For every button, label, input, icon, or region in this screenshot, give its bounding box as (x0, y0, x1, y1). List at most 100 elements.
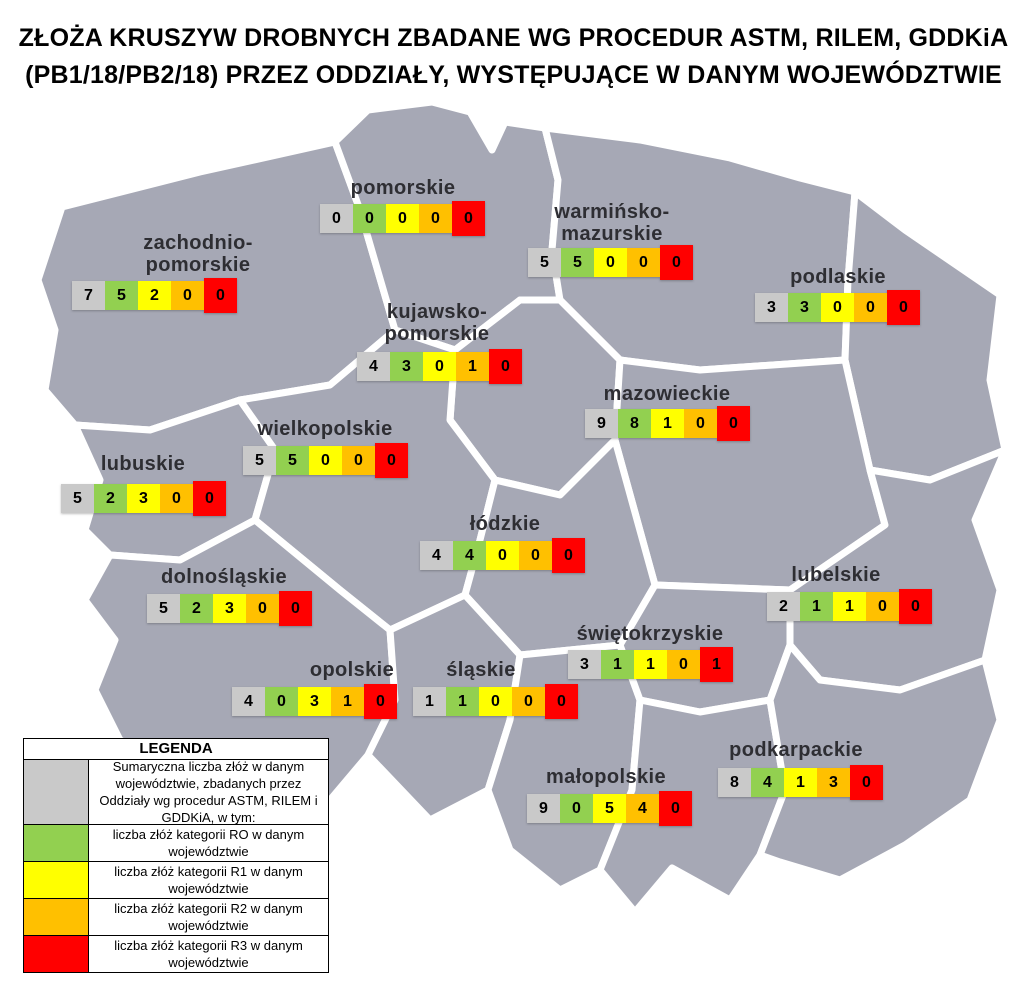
region-values-opolskie: 4 0 3 1 0 (232, 684, 397, 719)
legend-label-r1: liczba złóż kategorii R1 w danym wojewód… (114, 864, 303, 896)
value-r1: 3 (127, 484, 160, 513)
value-total: 3 (755, 293, 788, 322)
region-values-podkarpackie: 8 4 1 3 0 (718, 765, 883, 800)
value-r3: 1 (700, 647, 733, 682)
value-total: 4 (420, 541, 453, 570)
region-label-slaskie: śląskie (446, 659, 516, 681)
region-values-dolnoslaskie: 5 2 3 0 0 (147, 591, 312, 626)
legend-row-total: Sumaryczna liczba złóż w danym województ… (24, 759, 328, 825)
value-total: 7 (72, 281, 105, 310)
value-r1: 0 (309, 446, 342, 475)
value-r1: 0 (594, 248, 627, 277)
map-region-malopolskie (596, 696, 789, 916)
value-r0: 5 (276, 446, 309, 475)
region-values-kujawsko-pomorskie: 4 3 0 1 0 (357, 349, 522, 384)
value-r2: 0 (866, 592, 899, 621)
value-r3: 0 (899, 589, 932, 624)
value-total: 8 (718, 768, 751, 797)
region-label-malopolskie: małopolskie (546, 766, 666, 788)
value-r0: 5 (561, 248, 594, 277)
region-values-pomorskie: 0 0 0 0 0 (320, 201, 485, 236)
value-r1: 2 (138, 281, 171, 310)
value-r0: 3 (788, 293, 821, 322)
value-r3: 0 (850, 765, 883, 800)
value-r2: 0 (667, 650, 700, 679)
legend-row-r1: liczba złóż kategorii R1 w danym wojewód… (24, 862, 328, 899)
value-total: 5 (528, 248, 561, 277)
value-r1: 1 (651, 409, 684, 438)
value-r2: 0 (171, 281, 204, 310)
value-r2: 0 (519, 541, 552, 570)
region-label-mazowieckie: mazowieckie (603, 383, 731, 405)
value-total: 9 (585, 409, 618, 438)
region-values-zachodniopomorskie: 7 5 2 0 0 (72, 278, 237, 313)
value-r2: 4 (626, 794, 659, 823)
region-values-mazowieckie: 9 8 1 0 0 (585, 406, 750, 441)
value-r2: 1 (456, 352, 489, 381)
value-r0: 4 (751, 768, 784, 797)
region-values-wielkopolskie: 5 5 0 0 0 (243, 443, 408, 478)
value-r3: 0 (659, 791, 692, 826)
value-r0: 0 (265, 687, 298, 716)
value-total: 1 (413, 687, 446, 716)
value-r3: 0 (887, 290, 920, 325)
region-label-pomorskie: pomorskie (350, 177, 456, 199)
value-r2: 0 (160, 484, 193, 513)
value-r0: 0 (560, 794, 593, 823)
figure-title: ZŁOŻA KRUSZYW DROBNYCH ZBADANE WG PROCED… (18, 24, 1009, 89)
value-total: 5 (61, 484, 94, 513)
value-r3: 0 (660, 245, 693, 280)
region-label-podkarpackie: podkarpackie (729, 739, 863, 761)
value-r1: 1 (784, 768, 817, 797)
region-label-wielkopolskie: wielkopolskie (257, 418, 393, 440)
value-r0: 2 (180, 594, 213, 623)
value-r3: 0 (375, 443, 408, 478)
legend-row-r2: liczba złóż kategorii R2 w danym wojewód… (24, 899, 328, 936)
region-values-podlaskie: 3 3 0 0 0 (755, 290, 920, 325)
value-r0: 5 (105, 281, 138, 310)
region-values-slaskie: 1 1 0 0 0 (413, 684, 578, 719)
value-total: 4 (232, 687, 265, 716)
value-r3: 0 (717, 406, 750, 441)
value-total: 5 (243, 446, 276, 475)
region-values-swietokrzyskie: 3 1 1 0 1 (568, 647, 733, 682)
value-r2: 0 (512, 687, 545, 716)
value-r1: 0 (486, 541, 519, 570)
legend-swatch-r0 (24, 825, 89, 861)
value-r0: 1 (446, 687, 479, 716)
value-r3: 0 (204, 278, 237, 313)
value-total: 3 (568, 650, 601, 679)
legend-swatch-r1 (24, 862, 89, 898)
region-label-lubuskie: lubuskie (100, 453, 186, 475)
value-r1: 0 (821, 293, 854, 322)
region-label-opolskie: opolskie (309, 659, 395, 681)
value-r3: 0 (489, 349, 522, 384)
region-label-lodzkie: łódzkie (469, 513, 541, 535)
value-r2: 1 (331, 687, 364, 716)
region-label-podlaskie: podlaskie (790, 266, 886, 288)
value-r1: 1 (634, 650, 667, 679)
legend-label-r0: liczba złóż kategorii RO w danym wojewód… (112, 827, 305, 859)
value-r2: 0 (854, 293, 887, 322)
legend-row-r0: liczba złóż kategorii RO w danym wojewód… (24, 825, 328, 862)
legend-swatch-r3 (24, 936, 89, 972)
value-r0: 8 (618, 409, 651, 438)
region-values-lodzkie: 4 4 0 0 0 (420, 538, 585, 573)
value-r2: 3 (817, 768, 850, 797)
value-r2: 0 (246, 594, 279, 623)
region-label-kujawsko-pomorskie: kujawsko- pomorskie (384, 301, 490, 345)
region-values-lubelskie: 2 1 1 0 0 (767, 589, 932, 624)
value-total: 0 (320, 204, 353, 233)
value-r1: 3 (298, 687, 331, 716)
region-values-warminsko-mazurskie: 5 5 0 0 0 (528, 245, 693, 280)
value-r1: 0 (423, 352, 456, 381)
legend-swatch-r2 (24, 899, 89, 935)
value-r2: 0 (627, 248, 660, 277)
region-label-warminsko-mazurskie: warmińsko- mazurskie (554, 201, 670, 245)
value-r0: 0 (353, 204, 386, 233)
value-r0: 1 (601, 650, 634, 679)
value-r0: 1 (800, 592, 833, 621)
value-total: 2 (767, 592, 800, 621)
value-r3: 0 (193, 481, 226, 516)
